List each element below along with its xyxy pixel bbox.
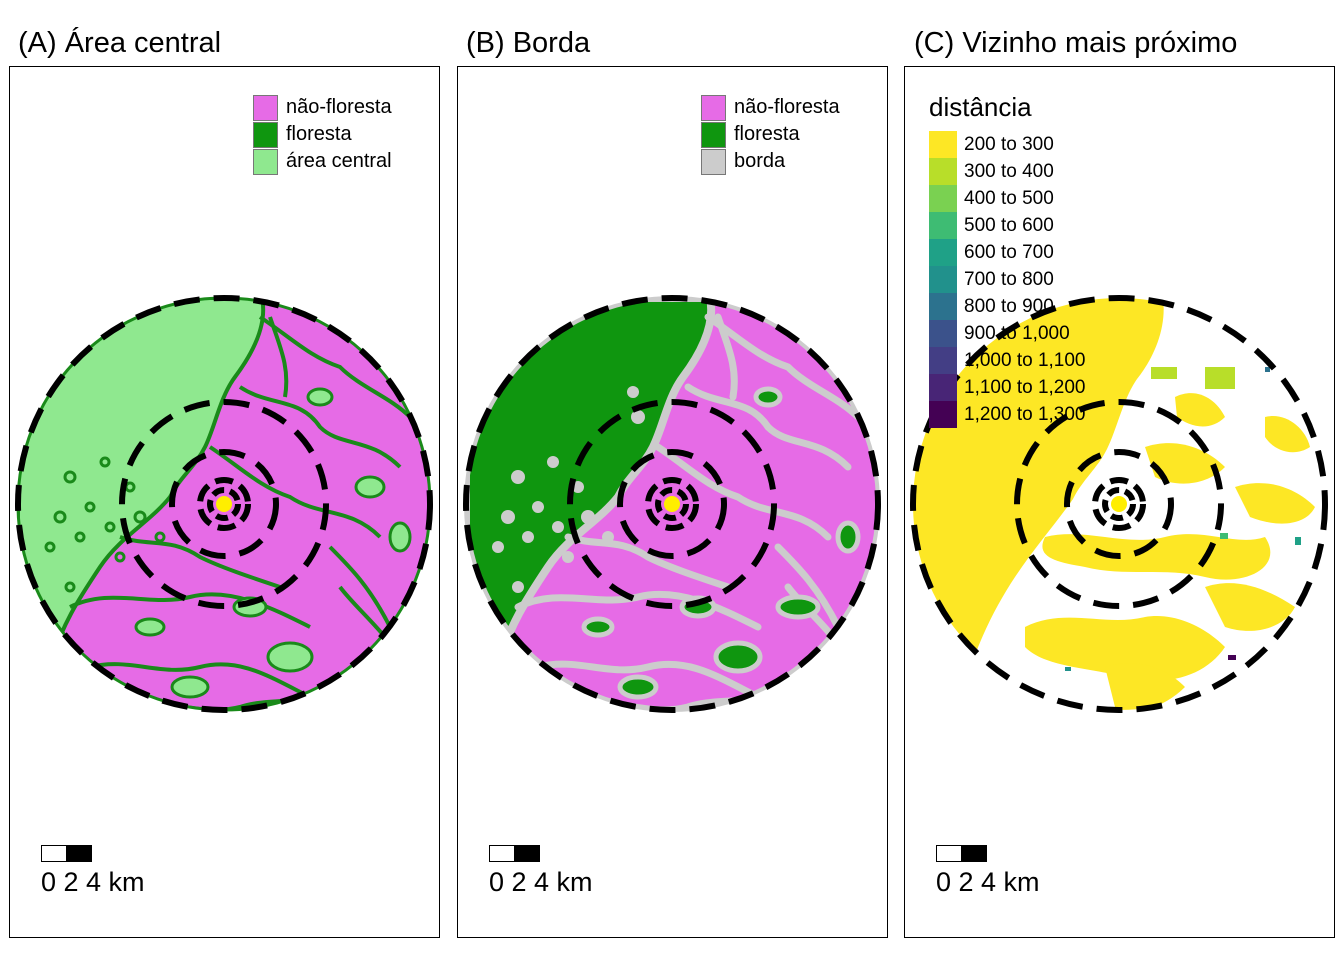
legend-swatch	[701, 121, 726, 148]
legend-item: área central	[253, 148, 392, 175]
buffer-rings	[15, 295, 433, 713]
scalebar-a: 0 2 4 km	[41, 845, 145, 898]
legend-label: 800 to 900	[964, 295, 1054, 317]
legend-label: 400 to 500	[964, 187, 1054, 209]
scalebar-segment	[960, 845, 987, 862]
panel-c-title: (C) Vizinho mais próximo	[914, 27, 1238, 59]
map-b	[463, 295, 881, 713]
legend-label: floresta	[286, 123, 352, 145]
legend-label: área central	[286, 150, 392, 172]
center-point	[1111, 496, 1127, 512]
legend-swatch	[929, 212, 957, 239]
panel-b: não-floresta floresta borda 0 2 4 km	[457, 66, 888, 938]
legend-item: borda	[701, 148, 840, 175]
scalebar-segment	[41, 845, 67, 862]
buffer-rings	[910, 295, 1328, 713]
legend-swatch	[929, 293, 957, 320]
scalebar-label: 0 2 4 km	[489, 867, 593, 897]
panel-b-title: (B) Borda	[466, 27, 591, 59]
legend-label: 500 to 600	[964, 214, 1054, 236]
scalebar-c: 0 2 4 km	[936, 845, 1040, 898]
scalebar-segment	[936, 845, 962, 862]
legend-swatch	[929, 347, 957, 374]
legend-item: floresta	[701, 121, 840, 148]
map-a	[15, 295, 433, 713]
legend-item: 700 to 800	[929, 266, 1086, 293]
legend-label: 200 to 300	[964, 133, 1054, 155]
legend-b: não-floresta floresta borda	[701, 94, 840, 175]
legend-swatch	[253, 148, 278, 175]
legend-swatch	[929, 320, 957, 347]
legend-item: 1,200 to 1,300	[929, 401, 1086, 428]
legend-item: 1,000 to 1,100	[929, 347, 1086, 374]
edge-dots	[492, 386, 645, 593]
scalebar-segment	[513, 845, 540, 862]
legend-label: 700 to 800	[964, 268, 1054, 290]
map-c	[910, 295, 1328, 713]
legend-label: 1,100 to 1,200	[964, 376, 1086, 398]
legend-item: 600 to 700	[929, 239, 1086, 266]
legend-swatch	[929, 266, 957, 293]
scalebar-segment	[489, 845, 515, 862]
legend-swatch	[701, 94, 726, 121]
panel-c: distância 200 to 300 300 to 400 400 to 5…	[904, 66, 1335, 938]
legend-a: não-floresta floresta área central	[253, 94, 392, 175]
legend-label: não-floresta	[286, 96, 392, 118]
legend-item: não-floresta	[253, 94, 392, 121]
legend-item: 200 to 300	[929, 131, 1086, 158]
panel-a-title: (A) Área central	[18, 27, 222, 59]
legend-title: distância	[929, 92, 1032, 122]
legend-label: floresta	[734, 123, 800, 145]
legend-item: não-floresta	[701, 94, 840, 121]
center-point	[216, 496, 232, 512]
distance-band-200-300-west	[913, 298, 1164, 707]
scalebar-b: 0 2 4 km	[489, 845, 593, 898]
legend-swatch	[929, 185, 957, 212]
legend-item: floresta	[253, 121, 392, 148]
legend-label: não-floresta	[734, 96, 840, 118]
legend-label: 300 to 400	[964, 160, 1054, 182]
legend-swatch	[701, 148, 726, 175]
legend-swatch	[929, 158, 957, 185]
buffer-rings	[463, 295, 881, 713]
legend-swatch	[929, 401, 957, 428]
legend-label: 900 to 1,000	[964, 322, 1070, 344]
core-area-dots	[44, 456, 166, 593]
panel-a: não-floresta floresta área central 0 2 4…	[9, 66, 440, 938]
center-point	[664, 496, 680, 512]
legend-label: 1,000 to 1,100	[964, 349, 1086, 371]
scalebar-label: 0 2 4 km	[41, 867, 145, 897]
legend-label: 1,200 to 1,300	[964, 403, 1086, 425]
legend-item: 300 to 400	[929, 158, 1086, 185]
legend-swatch	[929, 374, 957, 401]
legend-item: 800 to 900	[929, 293, 1086, 320]
legend-swatch	[253, 94, 278, 121]
scalebar-segment	[65, 845, 92, 862]
legend-item: 400 to 500	[929, 185, 1086, 212]
legend-item: 900 to 1,000	[929, 320, 1086, 347]
legend-c: distância 200 to 300 300 to 400 400 to 5…	[929, 92, 1086, 428]
legend-swatch	[929, 239, 957, 266]
legend-item: 1,100 to 1,200	[929, 374, 1086, 401]
distance-band-other	[1065, 367, 1301, 671]
scalebar-label: 0 2 4 km	[936, 867, 1040, 897]
legend-label: 600 to 700	[964, 241, 1054, 263]
legend-swatch	[929, 131, 957, 158]
legend-swatch	[253, 121, 278, 148]
forest-blobs	[581, 386, 861, 700]
legend-label: borda	[734, 150, 786, 172]
legend-item: 500 to 600	[929, 212, 1086, 239]
